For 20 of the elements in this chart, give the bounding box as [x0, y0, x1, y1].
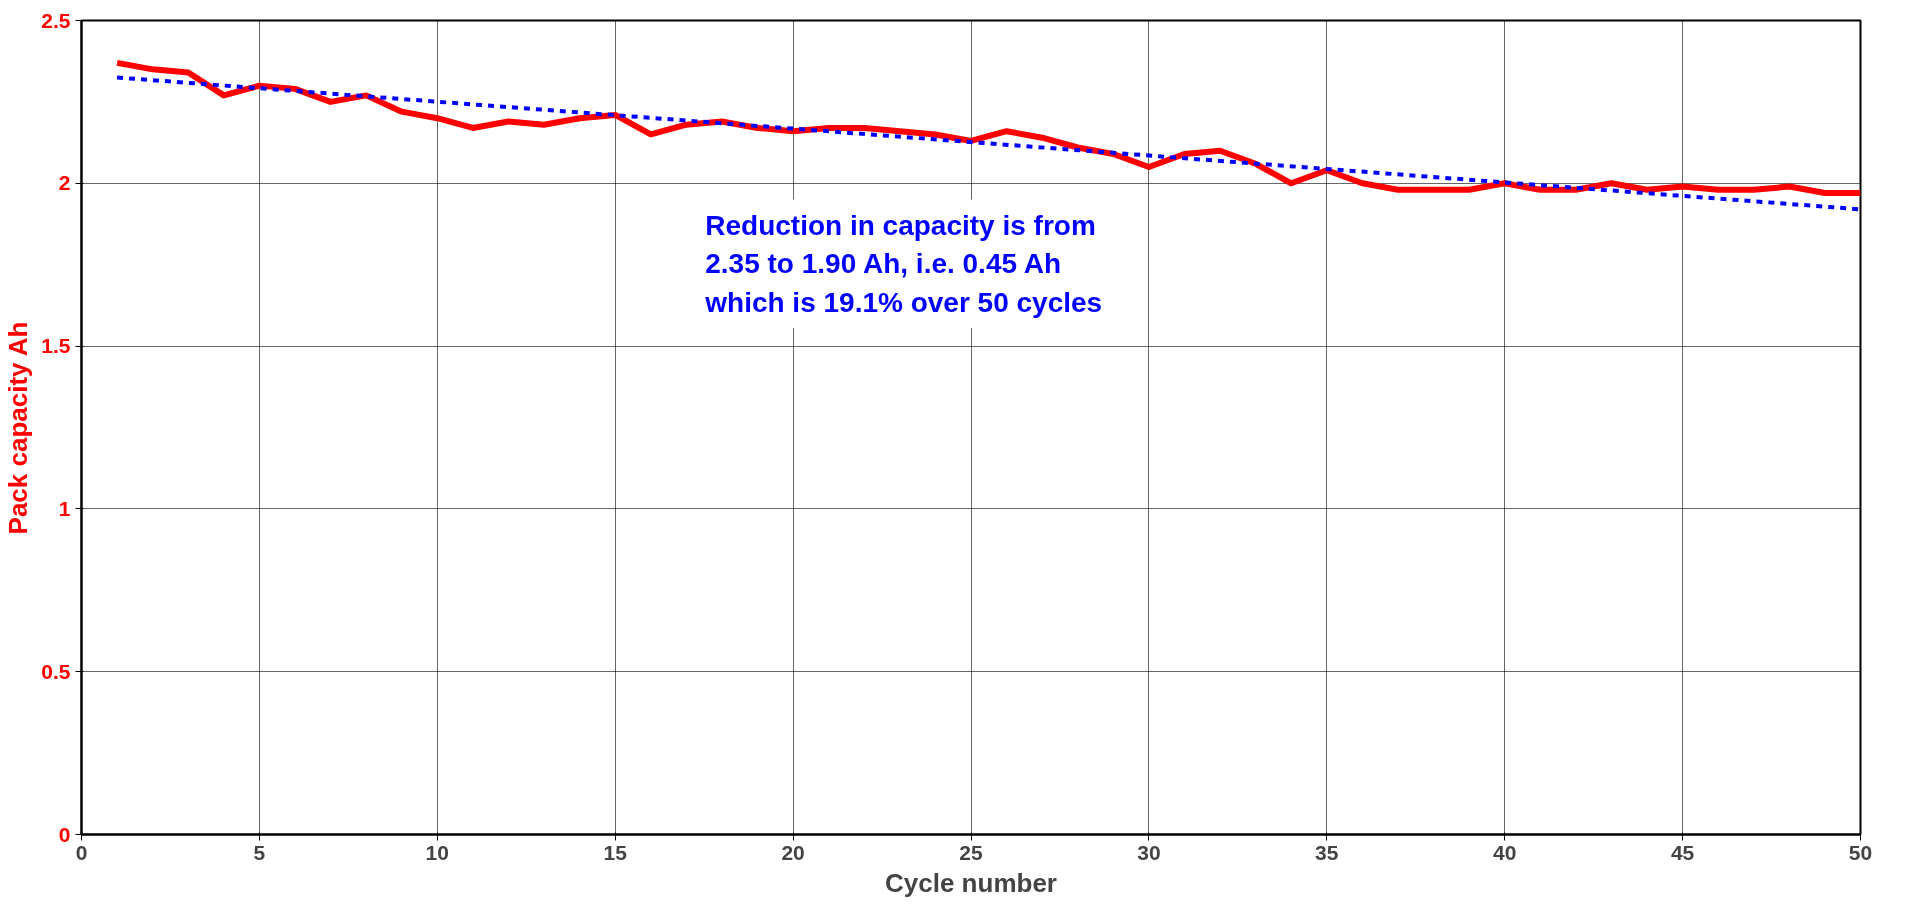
x-tick-label: 0 [75, 840, 88, 864]
x-tick-label: 25 [959, 840, 983, 864]
y-tick-label: 1.5 [41, 334, 71, 358]
x-tick-label: 30 [1137, 840, 1161, 864]
y-tick-label: 2.5 [41, 8, 71, 32]
x-axis-title: Cycle number [885, 867, 1057, 898]
annotation: Reduction in capacity is from 2.35 to 1.90 Ah, i.e. 0.45 Ah which is 19.1% over 50 cycles [704, 209, 1103, 319]
x-tick-label: 15 [603, 840, 628, 864]
x-tick-label: 50 [1848, 840, 1873, 864]
y-tick-label: 2 [58, 171, 71, 195]
x-tick-label: 35 [1315, 840, 1339, 864]
x-tick-label: 5 [253, 840, 266, 864]
y-axis-title: Pack capacity Ah [3, 321, 34, 535]
x-tick-label: 40 [1493, 840, 1517, 864]
y-tick-label: 0.5 [41, 659, 71, 683]
x-tick-label: 20 [781, 840, 805, 864]
y-tick-label: 0 [58, 822, 71, 846]
x-tick-label: 10 [425, 840, 449, 864]
y-tick-label: 1 [58, 496, 71, 520]
x-tick-label: 45 [1670, 840, 1695, 864]
